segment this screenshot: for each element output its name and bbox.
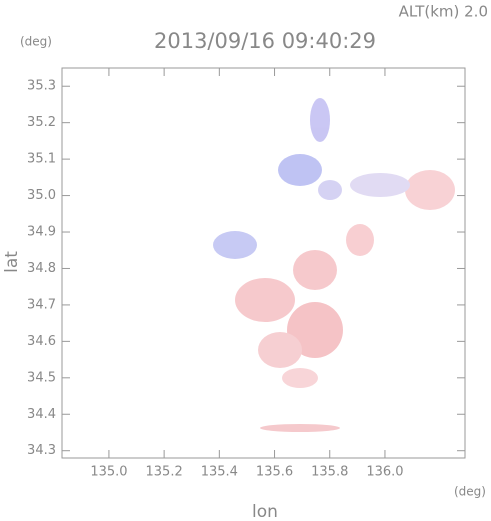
y-tick-label: 34.9 <box>27 225 56 240</box>
echo <box>287 302 343 358</box>
x-tick-label: 135.4 <box>201 465 238 480</box>
echo <box>318 180 342 200</box>
x-tick-label: 135.0 <box>90 465 127 480</box>
y-tick-label: 34.4 <box>27 407 56 422</box>
y-tick-label: 34.8 <box>27 261 56 276</box>
echo <box>278 154 322 186</box>
echo <box>405 170 455 210</box>
echo <box>293 250 337 290</box>
y-tick-label: 34.5 <box>27 370 56 385</box>
x-tick-label: 136.0 <box>366 465 403 480</box>
echo <box>213 231 257 259</box>
y-axis-label: lat <box>2 251 22 273</box>
echo <box>350 173 410 197</box>
y-tick-label: 35.1 <box>27 152 56 167</box>
x-tick-label: 135.8 <box>311 465 348 480</box>
x-tick-label: 135.2 <box>146 465 183 480</box>
echo <box>346 224 374 256</box>
radar-echoes <box>213 98 455 432</box>
echo <box>260 424 340 432</box>
x-tick-label: 135.6 <box>256 465 293 480</box>
echo <box>258 332 302 368</box>
echo <box>310 98 330 142</box>
echo <box>235 278 295 322</box>
y-tick-label: 35.2 <box>27 115 56 130</box>
y-unit: (deg) <box>20 35 52 49</box>
y-tick-label: 34.3 <box>27 443 56 458</box>
y-tick-label: 35.3 <box>27 79 56 94</box>
altitude-label: ALT(km) 2.0 <box>399 3 488 21</box>
x-unit: (deg) <box>454 485 486 499</box>
y-tick-label: 34.7 <box>27 297 56 312</box>
plot-frame <box>61 67 466 459</box>
chart-title: 2013/09/16 09:40:29 <box>154 29 376 53</box>
echo <box>282 368 318 388</box>
x-axis-label: lon <box>252 502 278 521</box>
y-tick-label: 34.6 <box>27 334 56 349</box>
y-tick-label: 35.0 <box>27 188 56 203</box>
